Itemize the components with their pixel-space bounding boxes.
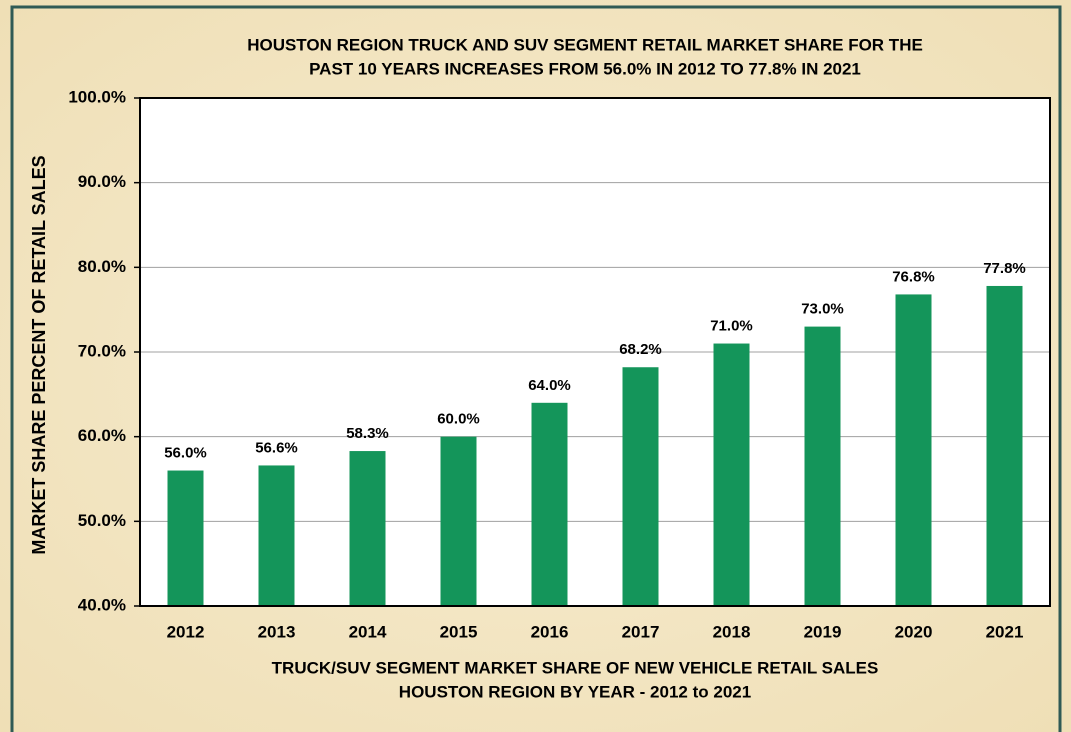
plot-border [139, 97, 1051, 607]
bar [622, 367, 659, 606]
y-tick-label: 70.0% [78, 341, 126, 360]
y-tick-label: 90.0% [78, 172, 126, 191]
y-tick-label: 80.0% [78, 257, 126, 276]
bar [167, 470, 204, 606]
bar [531, 402, 568, 606]
data-label: 60.0% [437, 411, 480, 428]
bar [713, 343, 750, 606]
bar [349, 451, 386, 606]
bar [258, 465, 295, 606]
x-tick-label: 2018 [713, 622, 751, 641]
bar [804, 326, 841, 606]
y-axis-label: MARKET SHARE PERCENT OF RETAIL SALES [29, 155, 49, 554]
x-tick-label: 2021 [986, 622, 1024, 641]
bar [986, 285, 1023, 606]
data-label: 76.8% [892, 268, 935, 285]
x-tick-label: 2016 [531, 622, 569, 641]
y-tick-label: 100.0% [68, 87, 126, 106]
x-axis-label: TRUCK/SUV SEGMENT MARKET SHARE OF NEW VE… [272, 658, 879, 677]
y-tick-label: 50.0% [78, 511, 126, 530]
x-tick-label: 2014 [349, 622, 387, 641]
chart-title: PAST 10 YEARS INCREASES FROM 56.0% IN 20… [309, 59, 861, 78]
data-label: 58.3% [346, 425, 389, 442]
x-tick-label: 2015 [440, 622, 478, 641]
y-tick-label: 40.0% [78, 595, 126, 614]
data-label: 68.2% [619, 341, 662, 358]
data-label: 64.0% [528, 377, 571, 394]
x-tick-label: 2020 [895, 622, 933, 641]
x-tick-label: 2017 [622, 622, 660, 641]
bar [895, 294, 932, 606]
data-label: 73.0% [801, 301, 844, 318]
y-tick-label: 60.0% [78, 426, 126, 445]
x-axis-label: HOUSTON REGION BY YEAR - 2012 to 2021 [399, 682, 751, 701]
x-tick-label: 2019 [804, 622, 842, 641]
data-label: 77.8% [983, 260, 1026, 277]
chart-title: HOUSTON REGION TRUCK AND SUV SEGMENT RET… [247, 35, 923, 54]
x-tick-label: 2013 [258, 622, 296, 641]
frame [10, 5, 1062, 732]
data-label: 56.6% [255, 439, 298, 456]
bar [440, 436, 477, 606]
data-label: 71.0% [710, 318, 753, 335]
x-tick-label: 2012 [167, 622, 205, 641]
data-label: 56.0% [164, 445, 207, 462]
